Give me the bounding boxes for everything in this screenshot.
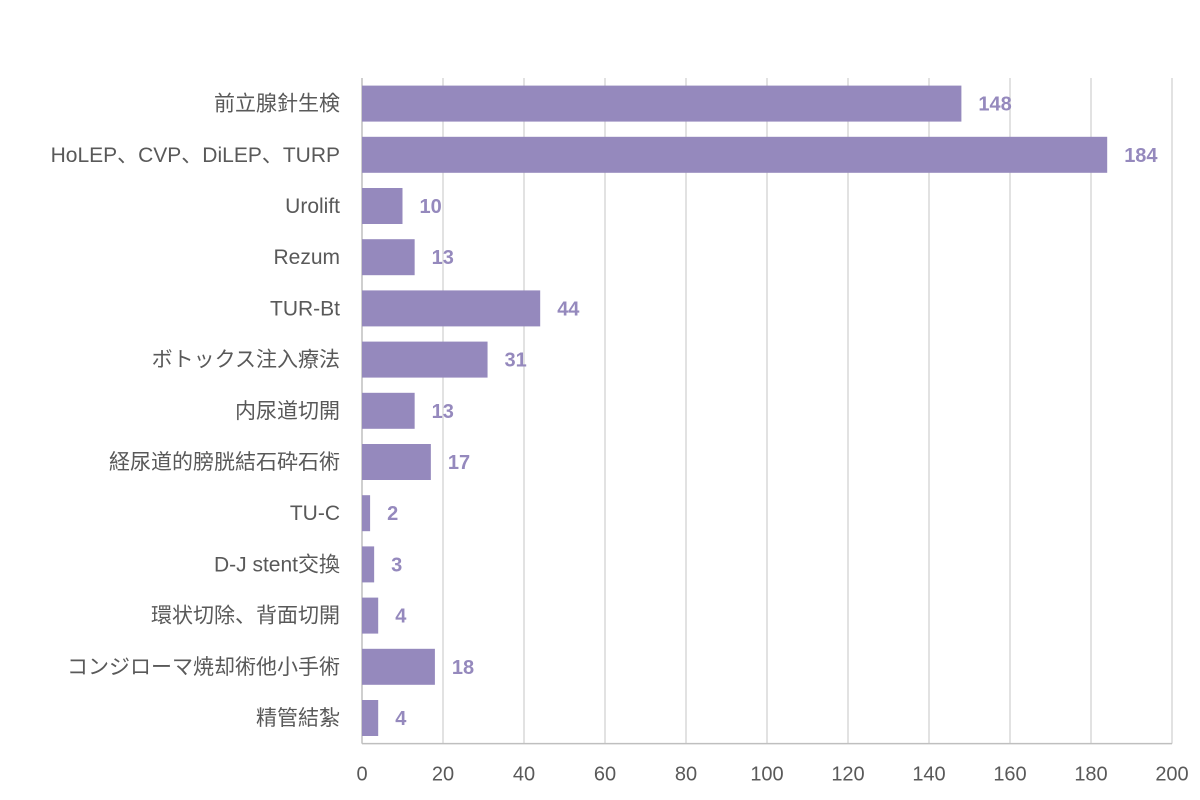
gridlines (361, 78, 1173, 745)
data-label: 31 (505, 350, 527, 372)
data-label: 17 (448, 452, 470, 474)
x-tick-label: 200 (1155, 764, 1188, 786)
category-label: HoLEP、CVP、DiLEP、TURP (51, 144, 340, 167)
category-label: ボトックス注入療法 (152, 349, 340, 372)
bar (362, 495, 371, 532)
data-label: 44 (557, 298, 580, 320)
category-label: D-J stent交換 (214, 553, 340, 576)
category-labels: 前立腺針生検 HoLEP、CVP、DiLEP、TURP Urolift Rezum TU… (51, 93, 341, 730)
x-tick-label: 60 (594, 764, 616, 786)
bar (362, 546, 375, 583)
category-label: 内尿道切開 (235, 400, 340, 423)
data-label: 18 (452, 657, 474, 679)
x-tick-label: 20 (432, 764, 454, 786)
category-label: コンジローマ焼却術他小手術 (67, 656, 340, 679)
data-label: 4 (395, 606, 407, 628)
x-tick-label: 40 (513, 764, 535, 786)
x-tick-label: 100 (750, 764, 783, 786)
category-label: 精管結紮 (256, 707, 340, 730)
category-label: TU-C (290, 502, 340, 525)
category-label: 環状切除、背面切開 (151, 605, 340, 628)
category-label: TUR-Bt (270, 297, 340, 320)
bar (362, 700, 379, 736)
x-tick-label: 160 (993, 764, 1026, 786)
category-label: Rezum (273, 246, 340, 269)
bar (362, 392, 415, 429)
bar (362, 290, 541, 327)
x-tick-label: 0 (356, 764, 367, 786)
data-label: 13 (432, 247, 454, 269)
category-label: Urolift (285, 195, 340, 218)
data-label: 13 (432, 401, 454, 423)
bar (362, 341, 488, 378)
x-tick-label: 120 (831, 764, 864, 786)
bar (362, 648, 435, 685)
x-tick-label: 80 (675, 764, 697, 786)
data-label: 184 (1124, 145, 1158, 167)
x-tick-label: 140 (912, 764, 945, 786)
data-label: 10 (420, 196, 442, 218)
data-label: 3 (391, 554, 402, 576)
bar (362, 136, 1108, 173)
bar (362, 444, 431, 480)
x-tick-label: 180 (1074, 764, 1107, 786)
x-axis-tick-labels: 0 20 40 60 80 100 120 140 160 180 200 (356, 764, 1188, 786)
bars (362, 85, 1108, 736)
bar (362, 85, 962, 122)
bar (362, 597, 379, 634)
bar (362, 239, 415, 276)
data-label: 2 (387, 503, 398, 525)
bar (362, 188, 403, 224)
category-label: 前立腺針生検 (214, 93, 340, 116)
data-label: 148 (978, 94, 1011, 116)
data-label: 4 (395, 708, 407, 730)
category-label: 経尿道的膀胱結石砕石術 (109, 451, 340, 474)
